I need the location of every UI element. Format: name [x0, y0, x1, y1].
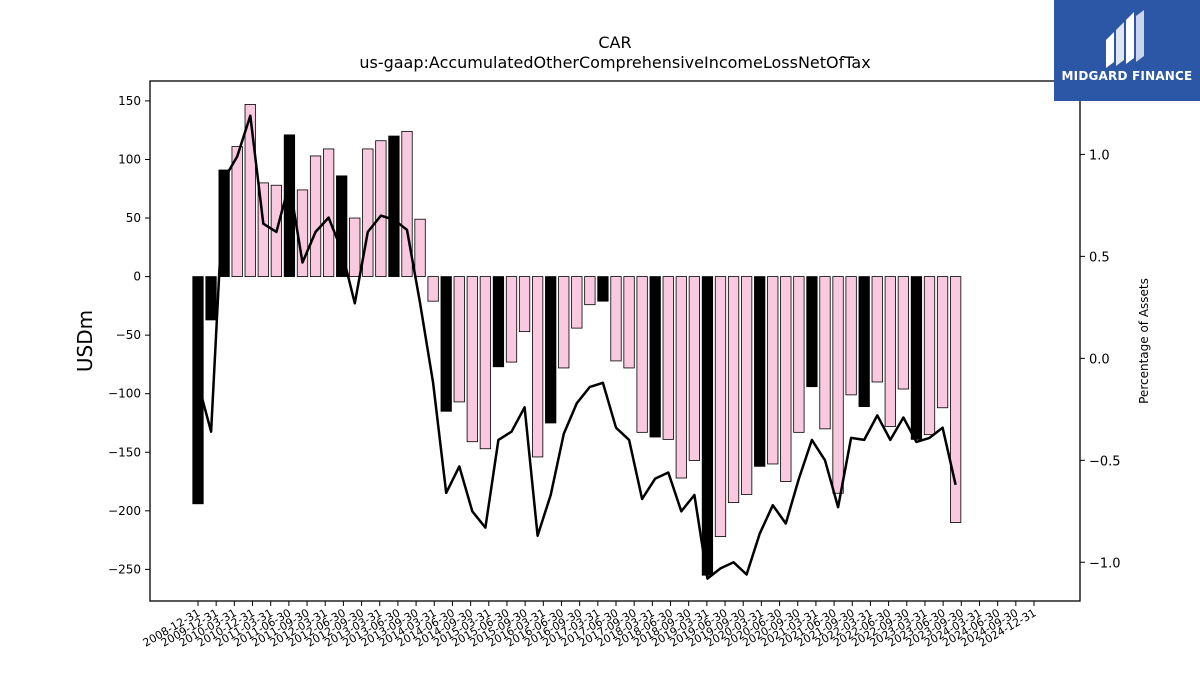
bar — [649, 276, 661, 438]
bar — [871, 276, 883, 383]
x-axis-ticks: 2008-12-312009-12-312010-03-312010-12-31… — [141, 601, 1039, 650]
bar — [688, 276, 701, 461]
bar — [936, 276, 949, 409]
brand-logo: MIDGARD FINANCE — [1054, 0, 1200, 101]
bar — [793, 276, 805, 433]
bar — [518, 276, 531, 333]
bar — [714, 276, 727, 537]
bar — [244, 104, 256, 277]
bar — [362, 148, 374, 277]
y2-tick-label: −0.5 — [1089, 454, 1121, 469]
y2-tick-label: 0.5 — [1089, 250, 1110, 265]
bar — [701, 276, 714, 576]
bar — [897, 276, 910, 390]
bar — [923, 276, 936, 436]
right-axis-ticks: 1.0 0.5 0.0 −0.5 −1.0 — [1080, 148, 1121, 571]
bar — [218, 169, 230, 277]
bar — [558, 276, 570, 369]
bar — [727, 276, 740, 504]
bar — [427, 276, 439, 302]
bar — [806, 276, 818, 388]
bar — [492, 276, 505, 368]
bar — [349, 217, 361, 277]
bar — [623, 276, 635, 369]
bar — [205, 276, 217, 321]
bar — [767, 276, 779, 465]
bar — [479, 276, 491, 450]
y-tick-label: −150 — [108, 445, 141, 459]
bar — [597, 276, 609, 302]
y2-tick-label: −1.0 — [1089, 556, 1121, 571]
y-tick-label: −200 — [108, 504, 141, 518]
y2-axis-label: Percentage of Assets — [1137, 278, 1151, 404]
bar — [741, 276, 753, 495]
y-tick-label: −50 — [116, 328, 141, 342]
logo-text: MIDGARD FINANCE — [1061, 69, 1193, 83]
bar — [858, 276, 870, 407]
y-tick-label: 0 — [133, 270, 141, 284]
bar — [336, 175, 348, 277]
bar — [440, 276, 452, 412]
bar — [610, 276, 622, 362]
y-tick-label: −250 — [108, 562, 141, 576]
ratio-line-series — [196, 114, 957, 580]
bar — [375, 140, 387, 277]
bar — [388, 135, 400, 277]
bar — [309, 155, 322, 277]
y-tick-label: −100 — [108, 387, 141, 401]
bar — [571, 276, 583, 329]
y-tick-label: 50 — [126, 211, 141, 225]
chart-title: CAR — [598, 33, 631, 52]
y-axis-label: USDm — [73, 310, 97, 372]
bar — [780, 276, 792, 482]
bar — [950, 276, 962, 523]
bar — [636, 276, 648, 433]
bar — [884, 276, 896, 427]
bar — [675, 276, 687, 479]
bar-series — [192, 104, 962, 576]
y2-tick-label: 1.0 — [1089, 148, 1110, 163]
bar — [584, 276, 596, 306]
bar — [910, 276, 923, 440]
bar — [322, 148, 335, 277]
logo-mark-icon — [1106, 10, 1144, 68]
bar — [257, 182, 269, 277]
y-tick-label: 150 — [118, 94, 141, 108]
bar — [453, 276, 465, 403]
y2-tick-label: 0.0 — [1089, 352, 1110, 367]
chart-subtitle: us-gaap:AccumulatedOtherComprehensiveInc… — [359, 53, 870, 72]
bar — [845, 276, 857, 396]
y-tick-label: 100 — [118, 152, 141, 166]
bar — [662, 276, 674, 440]
bar — [545, 276, 557, 424]
bar — [401, 130, 413, 277]
ratio-line — [196, 114, 957, 580]
left-axis-ticks: 150 100 50 0 −50 −100 −150 −200 −250 — [108, 94, 150, 576]
bar — [532, 276, 544, 458]
plot-frame — [149, 80, 1081, 602]
bar — [192, 276, 204, 505]
bar — [819, 276, 831, 430]
bar — [754, 276, 766, 467]
bar — [414, 218, 426, 277]
bar — [231, 146, 243, 277]
bar — [832, 276, 844, 494]
bar — [466, 276, 478, 443]
bar — [505, 276, 518, 363]
